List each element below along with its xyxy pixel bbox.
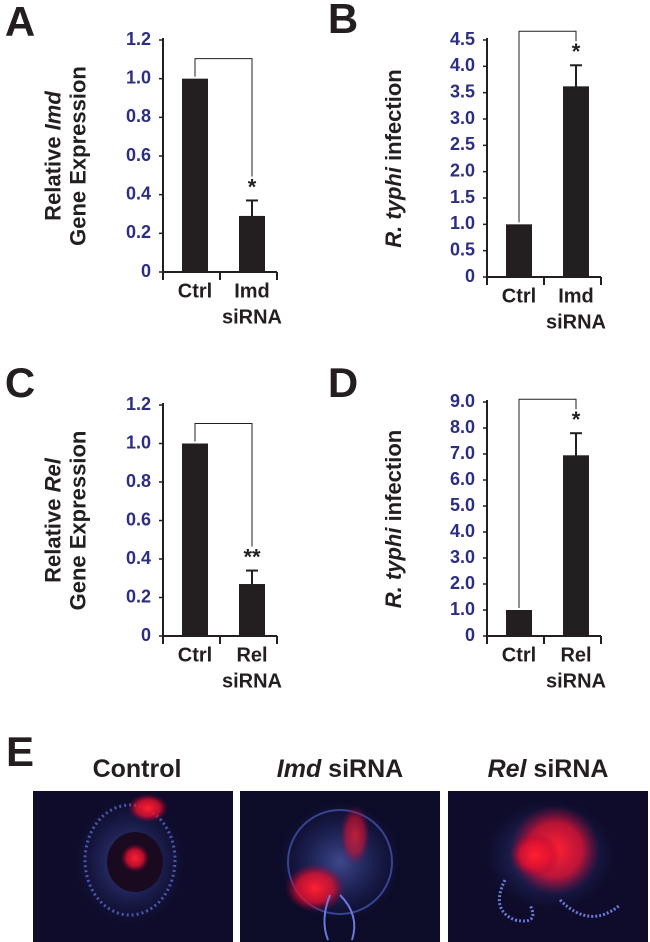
image-title: Rel siRNA [488, 755, 609, 783]
image-title-part: Control [93, 755, 182, 783]
y-tick-label: 4.5 [450, 29, 475, 49]
y-tick-label: 2.0 [450, 160, 475, 180]
y-axis-label: R. typhi infection [381, 430, 406, 608]
image-title-part: Imd [277, 755, 322, 783]
y-tick-label: 3.5 [450, 81, 475, 101]
bar [506, 224, 532, 277]
y-tick-label: 0.5 [450, 239, 475, 259]
y-label-line-part: infection [381, 69, 406, 167]
bracket [194, 58, 253, 177]
y-label-line-part: Gene Expression [65, 66, 90, 246]
y-tick-label: 1.5 [450, 187, 475, 207]
image-title-part: Rel [488, 755, 528, 783]
y-axis-label: R. typhi infection [381, 69, 406, 247]
x-tick-label: Ctrl [502, 644, 536, 666]
x-tick-label: Rel [560, 644, 591, 666]
y-tick-label: 1.2 [126, 394, 151, 414]
panel-label: C [5, 359, 35, 406]
y-label-line-part: Relative [40, 130, 65, 221]
bracket [518, 30, 577, 223]
x-tick-label: siRNA [222, 670, 282, 692]
y-label-line: R. typhi infection [381, 430, 406, 608]
x-tick-label: Rel [236, 644, 267, 666]
micrograph [448, 791, 648, 942]
y-tick-label: 5.0 [450, 495, 475, 515]
image-title-part: siRNA [321, 755, 403, 783]
y-label-line: Relative Imd [40, 91, 65, 221]
y-axis-label: Relative Imd Gene Expression [40, 66, 90, 246]
significance: * [572, 39, 581, 64]
y-tick-label: 0.8 [126, 471, 151, 491]
y-label-line: Relative Rel [40, 457, 65, 583]
y-tick-label: 0 [141, 261, 151, 281]
bar [563, 455, 589, 636]
bracket [518, 398, 577, 608]
y-label-line-part: R. typhi [381, 166, 406, 248]
y-tick-label: 4.0 [450, 55, 475, 75]
image-title: Imd siRNA [277, 755, 403, 783]
y-label-line: Gene Expression [65, 66, 90, 246]
panel-label: A [5, 0, 35, 45]
micrograph [33, 791, 233, 942]
bar [506, 610, 532, 636]
significance: * [572, 407, 581, 432]
y-tick-label: 0.6 [126, 509, 151, 529]
y-label-line: R. typhi infection [381, 69, 406, 247]
panel-label: E [6, 728, 34, 775]
x-tick-label: Ctrl [178, 280, 212, 302]
y-tick-label: 8.0 [450, 417, 475, 437]
significance: * [248, 174, 257, 199]
bar [182, 78, 208, 273]
y-tick-label: 9.0 [450, 391, 475, 411]
y-tick-label: 1.0 [126, 432, 151, 452]
y-tick-label: 4.0 [450, 521, 475, 541]
x-tick-label: siRNA [546, 311, 606, 333]
y-tick-label: 3.0 [450, 108, 475, 128]
bar [182, 443, 208, 636]
y-tick-label: 0.2 [126, 586, 151, 606]
y-label-line-part: R. typhi [381, 527, 406, 609]
y-label-line-part: Relative [40, 492, 65, 583]
y-label-line-part: Rel [40, 457, 65, 492]
x-tick-label: Ctrl [502, 285, 536, 307]
y-tick-label: 3.0 [450, 547, 475, 567]
bar [563, 86, 589, 277]
y-tick-label: 0.8 [126, 106, 151, 126]
y-tick-label: 2.5 [450, 134, 475, 154]
y-label-line-part: Imd [40, 91, 65, 131]
panel-label: D [328, 359, 358, 406]
y-tick-label: 1.0 [126, 67, 151, 87]
y-tick-label: 0.4 [126, 548, 151, 568]
x-tick-label: siRNA [546, 670, 606, 692]
y-label-line: Gene Expression [65, 431, 90, 611]
y-tick-label: 1.2 [126, 29, 151, 49]
x-tick-label: siRNA [222, 306, 282, 328]
micrograph [240, 791, 440, 942]
y-tick-label: 0.4 [126, 183, 151, 203]
y-tick-label: 0.2 [126, 222, 151, 242]
y-tick-label: 6.0 [450, 469, 475, 489]
bracket [194, 423, 253, 547]
y-tick-label: 0 [465, 625, 475, 645]
y-label-line-part: infection [381, 430, 406, 528]
x-tick-label: Imd [234, 280, 270, 302]
y-tick-label: 1.0 [450, 213, 475, 233]
y-tick-label: 0 [465, 266, 475, 286]
y-tick-label: 7.0 [450, 443, 475, 463]
image-title-part: siRNA [526, 755, 608, 783]
y-tick-label: 0.6 [126, 145, 151, 165]
y-axis-label: Relative Rel Gene Expression [40, 431, 90, 611]
x-tick-label: Imd [558, 285, 594, 307]
significance: ** [243, 544, 261, 569]
y-tick-label: 2.0 [450, 573, 475, 593]
y-label-line-part: Gene Expression [65, 431, 90, 611]
image-title: Control [93, 755, 182, 783]
y-tick-label: 1.0 [450, 599, 475, 619]
x-tick-label: Ctrl [178, 644, 212, 666]
y-tick-label: 0 [141, 625, 151, 645]
panel-label: B [328, 0, 358, 42]
